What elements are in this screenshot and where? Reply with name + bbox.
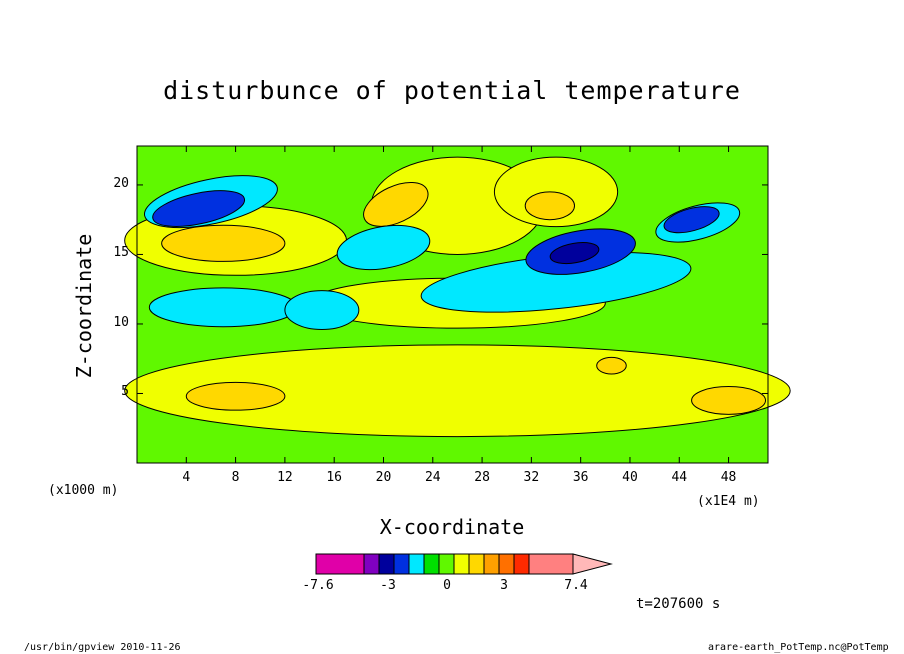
colorbar-swatch (528, 553, 574, 575)
max-low-left (185, 381, 286, 411)
x-tick-label: 40 (622, 470, 638, 485)
y-tick-label: 10 (113, 314, 129, 330)
y-tick-label: 5 (121, 384, 129, 400)
colorbar-swatch (393, 553, 410, 575)
max-left (161, 224, 286, 262)
x-tick-label: 36 (572, 470, 589, 485)
colorbar-swatch (408, 553, 425, 575)
min-upper-left-core (152, 190, 246, 227)
colorbar-label: 0 (443, 578, 451, 593)
x-axis-label: X-coordinate (379, 515, 525, 539)
colorbar-label: 7.4 (564, 578, 588, 593)
min-left (148, 287, 298, 328)
colorbar-swatch (423, 553, 440, 575)
colorbar-swatch (378, 553, 395, 575)
colorbar-label: -3 (380, 578, 396, 593)
plot-frame (136, 145, 769, 464)
min-left-2 (284, 290, 360, 331)
temperature-field (124, 146, 791, 463)
x-tick-label: 32 (523, 470, 540, 485)
colorbar-swatch (315, 553, 365, 575)
max-low-right (691, 386, 767, 415)
colorbar-label: -7.6 (302, 578, 334, 593)
max-right (524, 191, 576, 221)
colorbar-arrow (572, 553, 613, 575)
min-center (336, 224, 431, 271)
colorbar-swatch (363, 553, 380, 575)
footer-right: arare-earth_PotTemp.nc@PotTemp (708, 642, 889, 653)
x-tick-label: 12 (277, 470, 293, 485)
colorbar (315, 553, 613, 575)
colorbar-swatch (498, 553, 515, 575)
x-tick-label: 4 (182, 470, 191, 485)
x-tick-label: 48 (720, 470, 737, 485)
chart-title: disturbunce of potential temperature (163, 76, 741, 105)
time-label: t=207600 s (636, 596, 721, 612)
min-upper-right-core (663, 206, 720, 234)
colorbar-swatch (513, 553, 530, 575)
y-tick-label: 15 (113, 245, 129, 261)
x-tick-label: 16 (326, 470, 343, 485)
colorbar-label: 3 (500, 578, 508, 593)
axis-ticks (137, 146, 768, 463)
footer-left: /usr/bin/gpview 2010-11-26 (24, 642, 181, 653)
x-tick-label: 28 (474, 470, 490, 485)
x-unit-left: (x1000 m) (48, 483, 119, 498)
x-tick-label: 24 (424, 470, 441, 485)
x-unit-right: (x1E4 m) (697, 494, 760, 509)
y-tick-label: 20 (113, 175, 129, 191)
colorbar-swatch (468, 553, 485, 575)
max-low-center (596, 356, 627, 375)
colorbar-swatch (453, 553, 470, 575)
y-axis-label: Z-coordinate (72, 233, 96, 379)
max-center (363, 181, 429, 227)
x-tick-label: 8 (231, 470, 240, 485)
min-core-inner (549, 242, 600, 265)
colorbar-swatch (438, 553, 455, 575)
colorbar-swatch (483, 553, 500, 575)
x-tick-label: 44 (671, 470, 688, 485)
x-tick-label: 20 (375, 470, 392, 485)
